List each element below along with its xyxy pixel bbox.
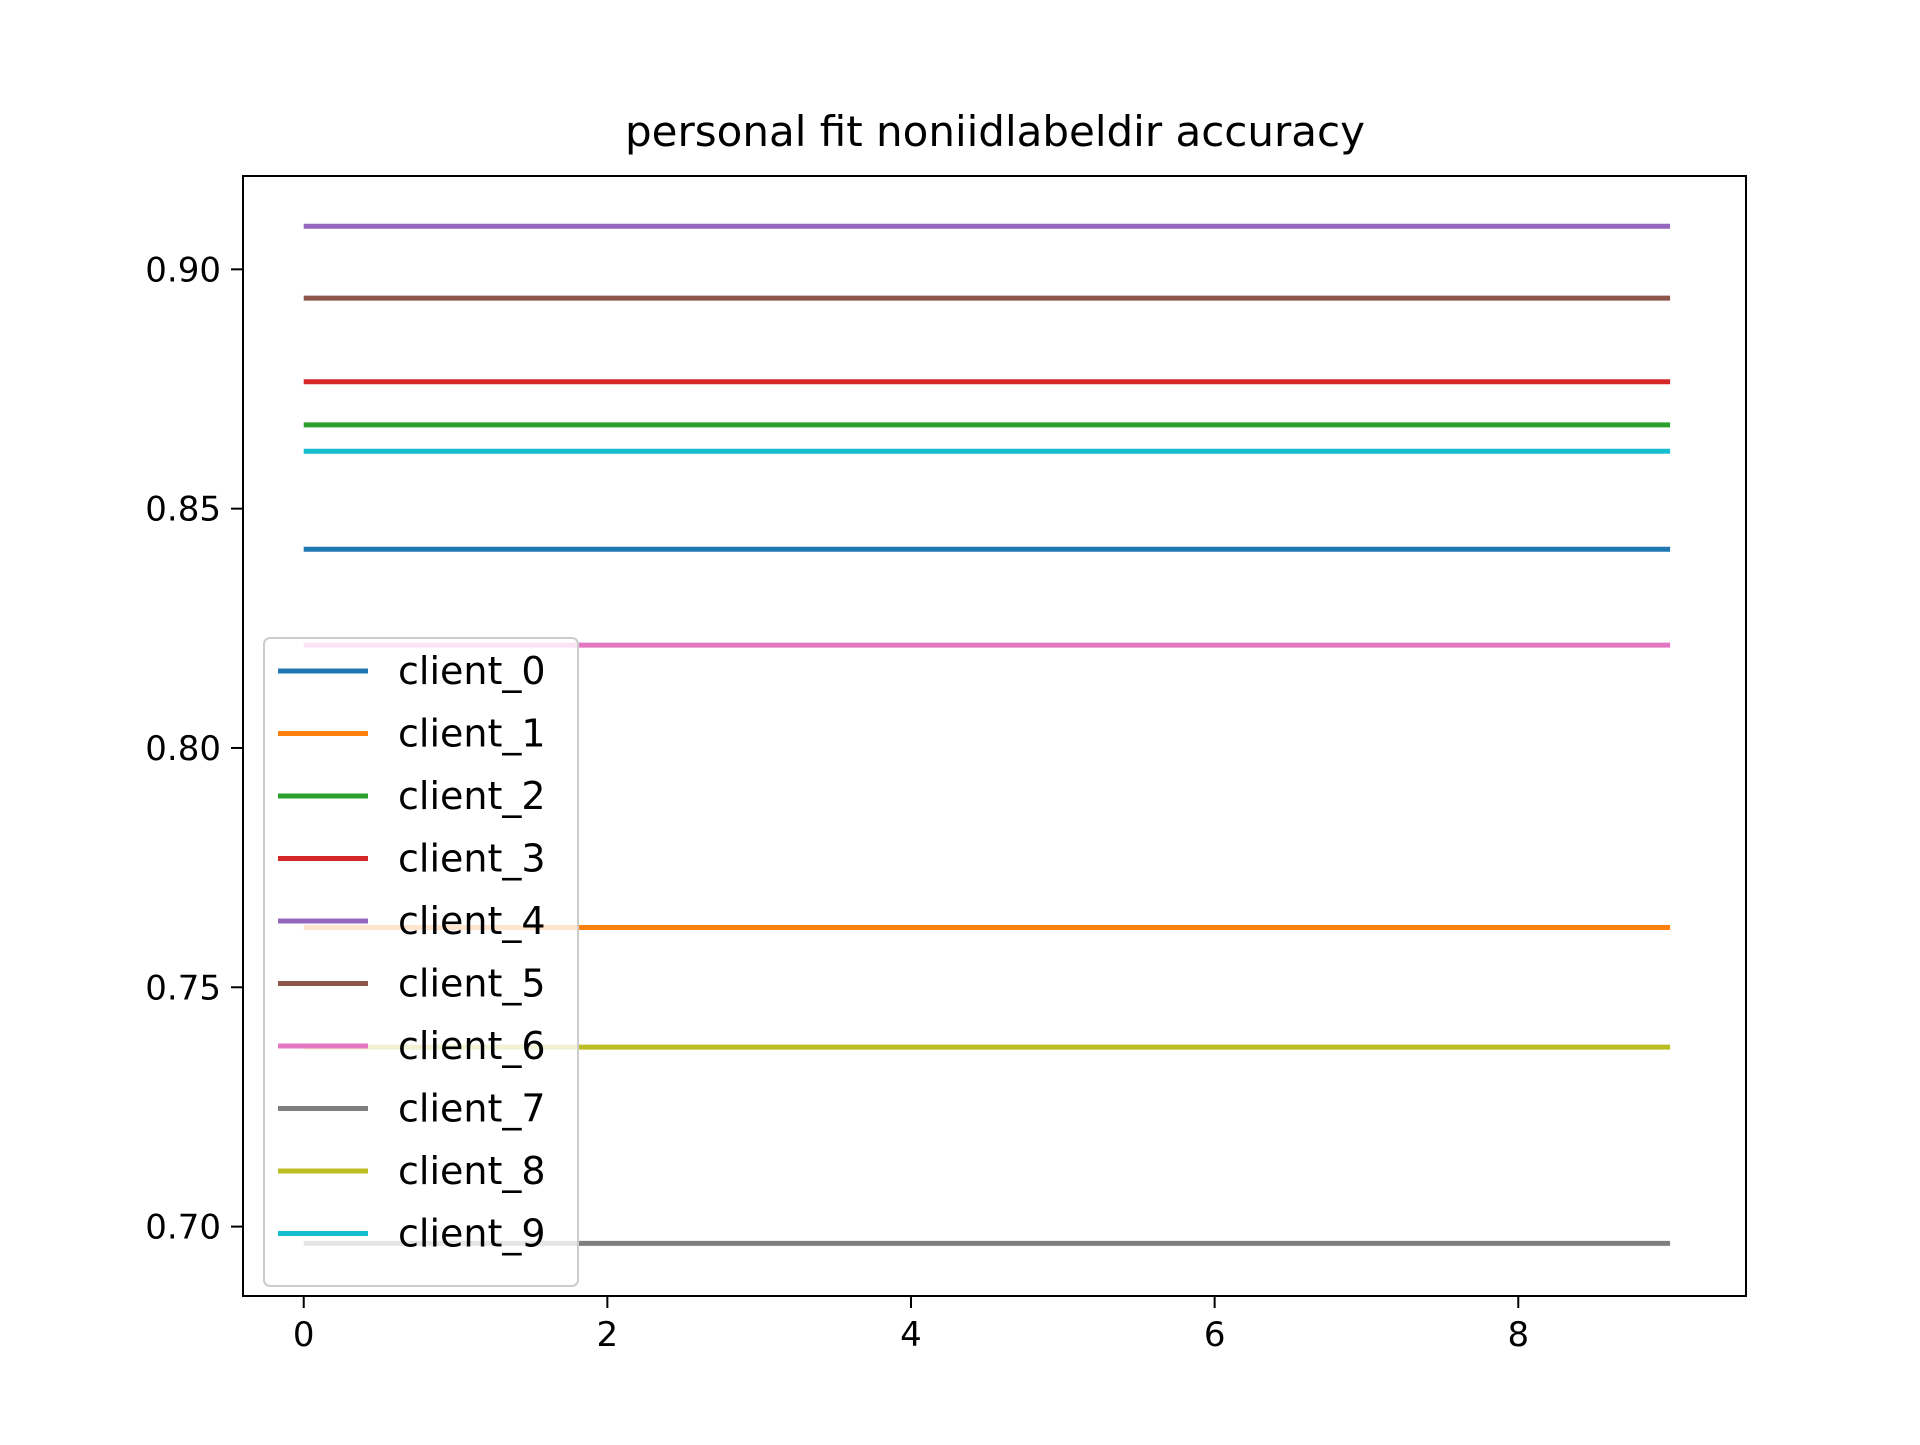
y-tick-label: 0.85: [145, 490, 221, 530]
legend-label: client_0: [398, 649, 546, 693]
x-tick-label: 4: [900, 1315, 922, 1355]
x-tick-label: 6: [1204, 1315, 1226, 1355]
y-tick-label: 0.80: [145, 729, 221, 769]
legend-label: client_1: [398, 712, 546, 756]
legend-label: client_4: [398, 899, 546, 943]
y-tick-label: 0.75: [145, 968, 221, 1008]
x-tick-label: 8: [1507, 1315, 1529, 1355]
legend-box: [263, 637, 579, 1287]
legend: client_0 client_1 client_2 client_3 client_4…: [263, 637, 579, 1287]
axis-ticks: 0 2 4 6 8 0.70 0.75 0.80 0.85 0.90: [145, 250, 1529, 1355]
legend-label: client_9: [398, 1212, 546, 1256]
legend-label: client_3: [398, 837, 546, 881]
legend-label: client_5: [398, 962, 546, 1006]
legend-label: client_2: [398, 774, 546, 818]
legend-label: client_8: [398, 1149, 546, 1193]
y-tick-label: 0.70: [145, 1208, 221, 1248]
x-tick-label: 0: [293, 1315, 315, 1355]
legend-label: client_6: [398, 1024, 546, 1068]
legend-label: client_7: [398, 1087, 546, 1131]
x-tick-label: 2: [597, 1315, 619, 1355]
chart-title: personal fit noniidlabeldir accuracy: [625, 107, 1365, 156]
y-tick-label: 0.90: [145, 250, 221, 290]
axes-frame: [242, 175, 1747, 1297]
